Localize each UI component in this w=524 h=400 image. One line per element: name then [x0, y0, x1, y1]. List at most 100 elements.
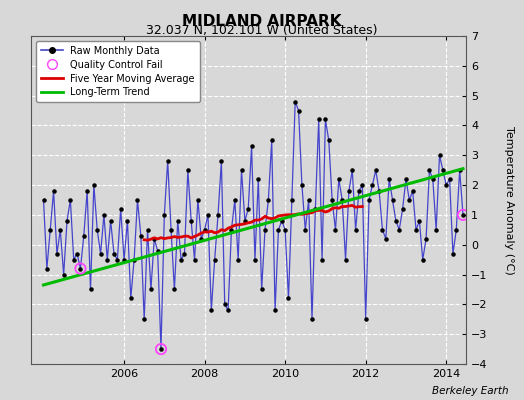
Point: [459, 212, 467, 218]
Point: [348, 167, 356, 173]
Point: [298, 182, 306, 188]
Point: [244, 206, 253, 212]
Point: [53, 250, 61, 257]
Point: [395, 227, 403, 233]
Point: [439, 167, 447, 173]
Point: [157, 346, 165, 352]
Point: [328, 197, 336, 203]
Point: [455, 167, 464, 173]
Point: [234, 256, 243, 263]
Point: [301, 227, 310, 233]
Text: Berkeley Earth: Berkeley Earth: [432, 386, 508, 396]
Point: [311, 206, 320, 212]
Point: [278, 218, 286, 224]
Point: [402, 176, 410, 182]
Point: [231, 197, 239, 203]
Point: [177, 256, 185, 263]
Point: [288, 197, 296, 203]
Point: [285, 295, 293, 302]
Point: [368, 182, 377, 188]
Point: [144, 227, 152, 233]
Point: [304, 197, 313, 203]
Point: [362, 316, 370, 322]
Point: [445, 176, 454, 182]
Point: [221, 301, 229, 308]
Point: [183, 167, 192, 173]
Point: [392, 218, 400, 224]
Point: [281, 227, 289, 233]
Point: [429, 176, 437, 182]
Point: [49, 188, 58, 194]
Point: [73, 250, 81, 257]
Point: [197, 236, 205, 242]
Point: [173, 218, 182, 224]
Point: [39, 197, 48, 203]
Point: [70, 256, 78, 263]
Point: [257, 286, 266, 293]
Point: [103, 256, 112, 263]
Point: [415, 218, 423, 224]
Point: [224, 307, 232, 314]
Point: [116, 206, 125, 212]
Point: [46, 227, 54, 233]
Point: [113, 256, 122, 263]
Point: [409, 188, 417, 194]
Point: [355, 188, 363, 194]
Point: [405, 197, 413, 203]
Point: [247, 143, 256, 150]
Point: [163, 158, 172, 164]
Point: [268, 137, 276, 144]
Point: [432, 227, 440, 233]
Point: [204, 212, 212, 218]
Point: [241, 218, 249, 224]
Point: [449, 250, 457, 257]
Point: [180, 250, 189, 257]
Point: [291, 98, 299, 105]
Point: [425, 167, 434, 173]
Point: [137, 232, 145, 239]
Point: [123, 218, 132, 224]
Point: [106, 218, 115, 224]
Point: [127, 295, 135, 302]
Point: [422, 236, 430, 242]
Point: [187, 218, 195, 224]
Point: [160, 212, 169, 218]
Point: [147, 286, 155, 293]
Point: [331, 227, 340, 233]
Point: [381, 236, 390, 242]
Point: [96, 250, 105, 257]
Text: 32.037 N, 102.101 W (United States): 32.037 N, 102.101 W (United States): [146, 24, 378, 37]
Point: [419, 256, 427, 263]
Point: [398, 206, 407, 212]
Point: [56, 227, 64, 233]
Point: [130, 256, 138, 263]
Point: [167, 227, 175, 233]
Legend: Raw Monthly Data, Quality Control Fail, Five Year Moving Average, Long-Term Tren: Raw Monthly Data, Quality Control Fail, …: [36, 41, 200, 102]
Point: [314, 116, 323, 123]
Point: [217, 158, 225, 164]
Point: [308, 316, 316, 322]
Point: [207, 307, 215, 314]
Point: [63, 218, 71, 224]
Point: [86, 286, 95, 293]
Point: [388, 197, 397, 203]
Point: [264, 197, 272, 203]
Point: [59, 271, 68, 278]
Point: [90, 182, 98, 188]
Point: [271, 307, 279, 314]
Point: [120, 256, 128, 263]
Point: [100, 212, 108, 218]
Point: [274, 227, 282, 233]
Point: [452, 227, 461, 233]
Point: [93, 227, 102, 233]
Point: [133, 197, 141, 203]
Point: [352, 227, 360, 233]
Point: [345, 188, 353, 194]
Point: [170, 286, 179, 293]
Point: [83, 188, 91, 194]
Text: MIDLAND AIRPARK: MIDLAND AIRPARK: [182, 14, 342, 29]
Point: [338, 197, 346, 203]
Point: [341, 256, 350, 263]
Point: [365, 197, 373, 203]
Point: [324, 137, 333, 144]
